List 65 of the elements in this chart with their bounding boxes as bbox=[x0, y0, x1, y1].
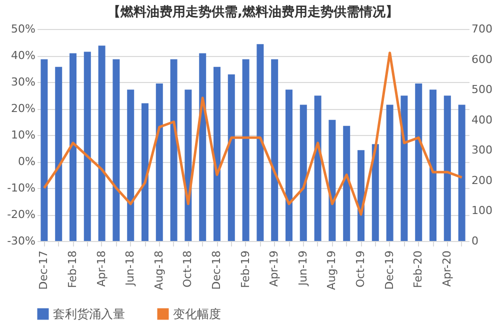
bar bbox=[40, 59, 48, 241]
y-tick-label: 40% bbox=[11, 49, 36, 62]
y-tick-label: 10% bbox=[11, 128, 36, 142]
bar bbox=[70, 53, 76, 241]
y-tick-label: 0% bbox=[18, 155, 36, 168]
bar bbox=[343, 126, 350, 241]
y2-tick-label: 0 bbox=[472, 234, 478, 248]
bar bbox=[400, 96, 408, 241]
bar bbox=[214, 66, 220, 241]
chart-title: 【燃料油费用走势供需,燃料油费用走势供需情况】 bbox=[108, 4, 398, 20]
bar bbox=[256, 44, 264, 241]
x-tick-label: Dec-17 bbox=[37, 250, 50, 290]
bar bbox=[286, 90, 292, 241]
x-tick-label: Dec-18 bbox=[210, 250, 223, 290]
bar bbox=[184, 90, 192, 241]
x-tick-label: Jun-18 bbox=[124, 250, 137, 287]
y2-tick-label: 400 bbox=[472, 113, 492, 126]
bar bbox=[199, 53, 206, 241]
bar bbox=[98, 46, 106, 241]
y2-tick-label: 700 bbox=[472, 22, 492, 36]
y2-tick-label: 600 bbox=[472, 52, 492, 66]
x-tick-label: Aug-19 bbox=[325, 250, 338, 290]
bar bbox=[328, 120, 336, 241]
x-tick-label: Apr-18 bbox=[94, 250, 108, 287]
y-tick-label: -20% bbox=[7, 208, 36, 221]
bar bbox=[430, 90, 436, 241]
legend-label: 变化幅度 bbox=[173, 307, 221, 321]
bar bbox=[127, 90, 134, 241]
bar bbox=[142, 103, 148, 241]
bar bbox=[458, 104, 466, 241]
x-tick-label: Jun-19 bbox=[296, 250, 310, 287]
y-tick-label: -10% bbox=[7, 182, 36, 194]
x-tick-label: Apr-19 bbox=[268, 250, 281, 287]
bar bbox=[156, 84, 163, 241]
line-series bbox=[42, 52, 464, 216]
bar bbox=[228, 74, 235, 241]
bar bbox=[444, 96, 451, 241]
x-tick-label: Feb-20 bbox=[412, 250, 425, 288]
bar bbox=[300, 104, 307, 241]
x-tick-label: Aug-18 bbox=[152, 250, 166, 290]
x-tick-label: Feb-18 bbox=[66, 250, 79, 288]
y-tick-label: -30% bbox=[7, 234, 36, 248]
y2-tick-label: 500 bbox=[472, 83, 492, 96]
bar bbox=[271, 59, 278, 241]
y2-tick-label: 100 bbox=[472, 204, 492, 218]
y2-tick-label: 200 bbox=[472, 174, 492, 187]
legend-label: 套利货涌入量 bbox=[53, 307, 125, 321]
x-tick-label: Dec-19 bbox=[382, 250, 396, 290]
y-tick-label: 30% bbox=[11, 76, 36, 88]
bar bbox=[314, 96, 322, 241]
x-tick-label: Apr-20 bbox=[440, 250, 454, 287]
x-tick-label: Feb-19 bbox=[238, 250, 252, 288]
bar bbox=[415, 84, 422, 241]
y2-tick-label: 300 bbox=[472, 144, 492, 157]
bar bbox=[170, 59, 178, 241]
bar bbox=[386, 104, 394, 241]
bar bbox=[242, 59, 250, 241]
bar bbox=[84, 52, 91, 241]
bar bbox=[112, 59, 120, 241]
bar bbox=[55, 66, 62, 241]
x-tick-label: Oct-18 bbox=[181, 250, 194, 288]
y-tick-label: 50% bbox=[11, 22, 36, 36]
y-tick-label: 20% bbox=[11, 102, 36, 115]
bar bbox=[372, 144, 379, 241]
x-tick-label: Oct-19 bbox=[354, 250, 367, 288]
